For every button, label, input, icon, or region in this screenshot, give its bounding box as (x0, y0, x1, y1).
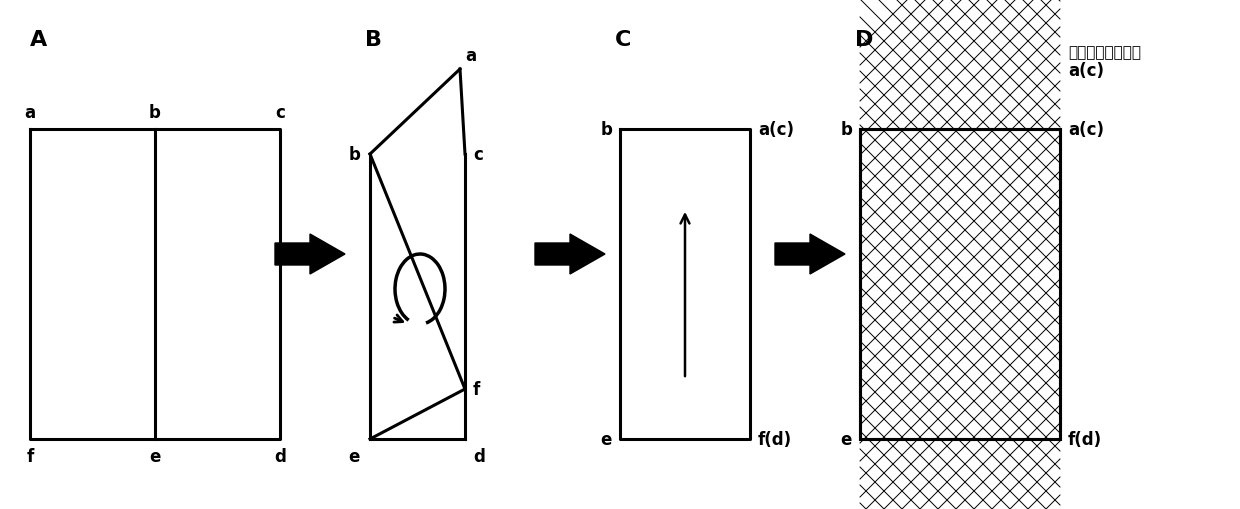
Polygon shape (275, 235, 345, 274)
Text: 第一层无取向纤维: 第一层无取向纤维 (1068, 45, 1141, 60)
Text: c: c (275, 104, 285, 122)
Text: e: e (348, 447, 360, 465)
Text: e: e (149, 447, 161, 465)
Bar (861, 130, 1060, 439)
Text: f: f (472, 380, 480, 398)
Text: d: d (274, 447, 286, 465)
Text: a: a (25, 104, 36, 122)
Text: d: d (472, 447, 485, 465)
Text: a(c): a(c) (1068, 121, 1104, 139)
Text: C: C (615, 30, 631, 50)
Text: f(d): f(d) (758, 430, 792, 448)
Bar (861, 130, 1060, 439)
Text: a(c): a(c) (1068, 62, 1104, 80)
Text: b: b (600, 121, 613, 139)
Text: b: b (348, 146, 360, 164)
Text: e: e (600, 430, 613, 448)
Text: B: B (365, 30, 382, 50)
Text: f(d): f(d) (1068, 430, 1102, 448)
Text: b: b (841, 121, 852, 139)
Text: f: f (26, 447, 33, 465)
Text: b: b (149, 104, 161, 122)
Polygon shape (534, 235, 605, 274)
Text: e: e (841, 430, 852, 448)
Text: a: a (465, 47, 476, 65)
Polygon shape (775, 235, 844, 274)
Text: a(c): a(c) (758, 121, 794, 139)
Text: c: c (472, 146, 482, 164)
Text: A: A (30, 30, 47, 50)
Text: D: D (856, 30, 873, 50)
